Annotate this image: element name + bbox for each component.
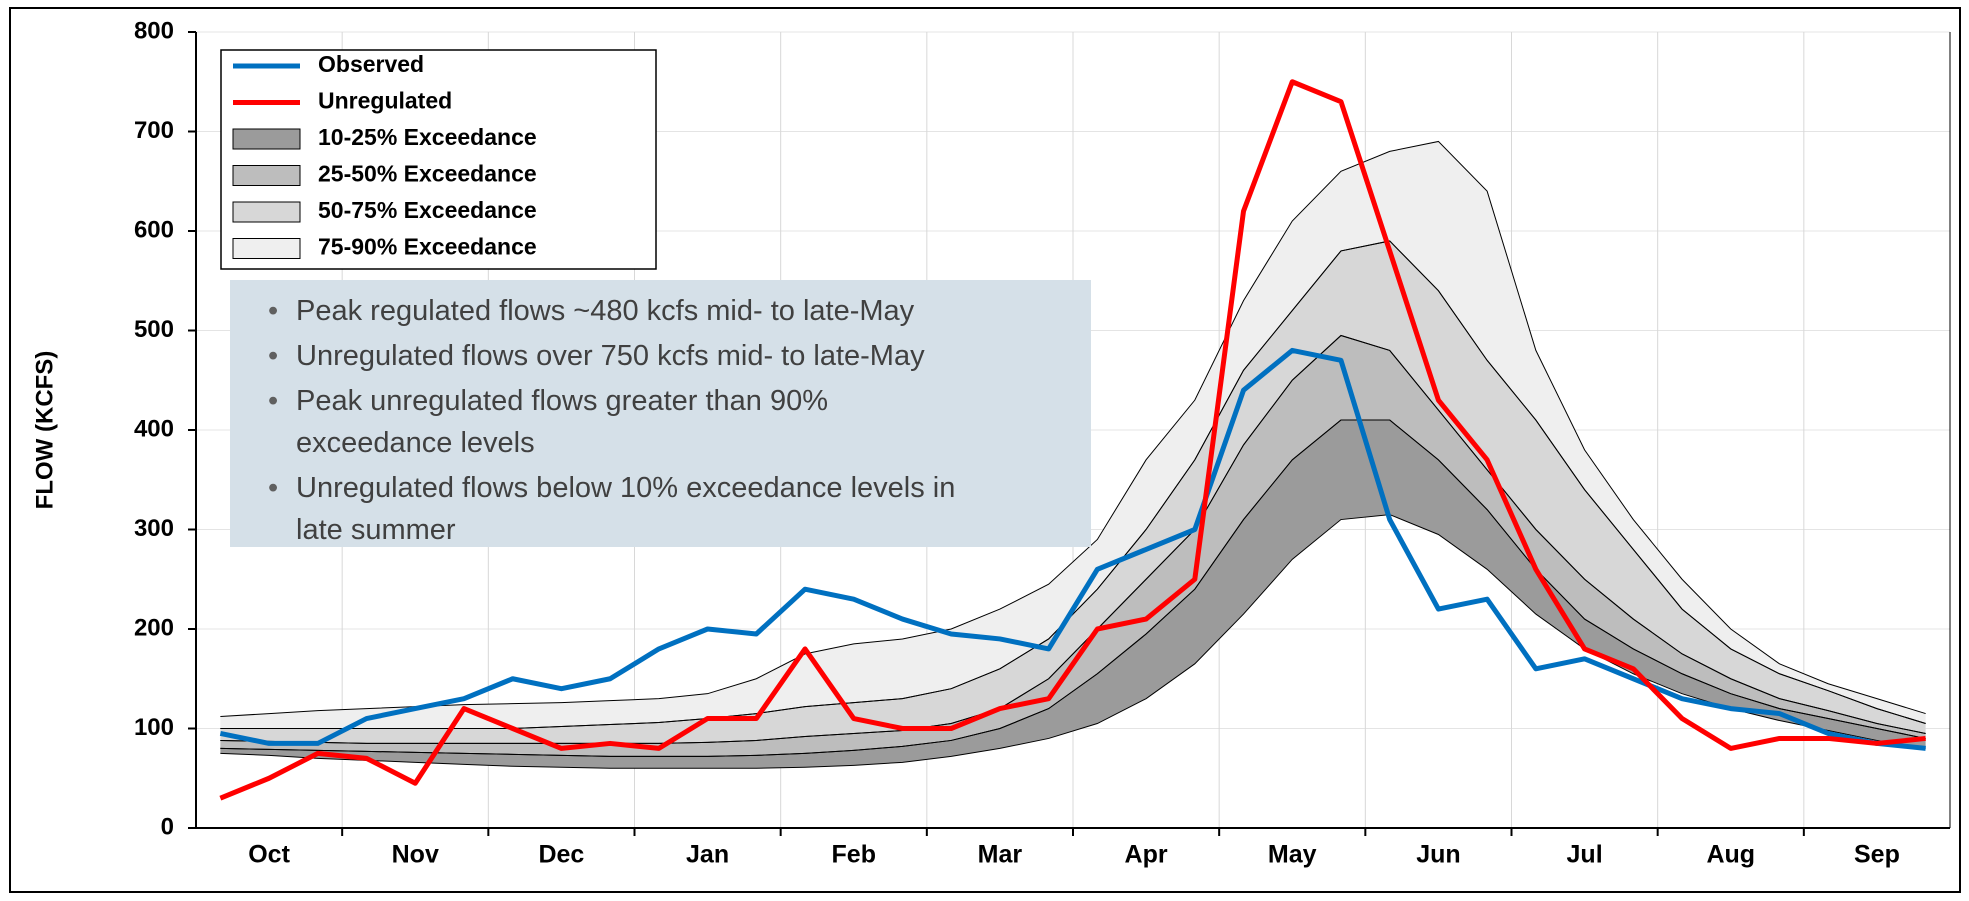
y-axis-label: FLOW (KCFS) — [31, 351, 58, 510]
y-tick-label: 800 — [134, 17, 174, 44]
legend-label: Observed — [318, 51, 424, 77]
x-tick-label: Apr — [1125, 841, 1168, 869]
band-edge — [220, 419, 1926, 757]
band-area — [220, 141, 1926, 729]
legend-swatch — [232, 201, 301, 223]
notes-box: Peak regulated flows ~480 kcfs mid- to l… — [230, 280, 1091, 547]
y-tick-label: 700 — [134, 117, 174, 144]
y-tick-label: 500 — [134, 316, 174, 343]
x-tick-label: Oct — [248, 841, 290, 869]
x-tick-label: Jan — [686, 841, 729, 869]
legend-label: 10-25% Exceedance — [318, 124, 537, 150]
legend: Observed Unregulated 10-25% Exceedance 25-5… — [220, 49, 657, 270]
x-tick-label: Aug — [1706, 841, 1755, 869]
x-tick-label: Sep — [1854, 841, 1900, 869]
x-tick-label: Mar — [978, 841, 1023, 869]
note-line: Unregulated flows below 10% exceedance l… — [296, 472, 956, 504]
x-tick-label: Dec — [538, 841, 584, 869]
note-line: late summer — [296, 514, 456, 546]
x-tick-label: Feb — [832, 841, 876, 869]
band-edge — [220, 334, 1926, 744]
y-tick-label: 0 — [161, 813, 174, 840]
series-line — [219, 79, 1926, 801]
x-tick-label: Jul — [1567, 841, 1603, 869]
note-line: Peak regulated flows ~480 kcfs mid- to l… — [296, 295, 915, 327]
legend-label: 25-50% Exceedance — [318, 161, 537, 187]
note: Unregulated flows over 750 kcfs mid- to … — [268, 335, 1091, 377]
band-area — [220, 240, 1926, 744]
legend-swatch — [232, 238, 301, 259]
x-tick-label: May — [1268, 841, 1317, 869]
y-tick-label: 600 — [134, 216, 174, 243]
note: Peak regulated flows ~480 kcfs mid- to l… — [268, 290, 1091, 332]
series-line — [219, 347, 1926, 751]
y-tick-label: 300 — [134, 515, 174, 542]
note-line: Unregulated flows over 750 kcfs mid- to … — [296, 340, 925, 372]
legend-label: 50-75% Exceedance — [318, 197, 537, 223]
x-tick-label: Jun — [1416, 841, 1460, 869]
legend-swatch — [232, 128, 301, 150]
band-area — [220, 420, 1926, 769]
legend-label: Unregulated — [318, 88, 452, 114]
y-tick-label: 400 — [134, 415, 174, 442]
y-tick-label: 200 — [134, 614, 174, 641]
note-line: exceedance levels — [296, 427, 535, 459]
note: Unregulated flows below 10% exceedance l… — [268, 467, 1091, 551]
note-line: Peak unregulated flows greater than 90% — [296, 385, 829, 417]
frame — [9, 7, 1961, 893]
band-area — [220, 335, 1926, 757]
legend-swatch — [232, 165, 301, 186]
x-tick-label: Nov — [392, 841, 439, 869]
legend-label: 75-90% Exceedance — [318, 234, 537, 260]
band-edge — [220, 140, 1926, 718]
legend-box — [220, 49, 657, 270]
band-edge — [220, 240, 1926, 729]
y-tick-label: 100 — [134, 714, 174, 741]
note: Peak unregulated flows greater than 90% e… — [268, 380, 1091, 464]
